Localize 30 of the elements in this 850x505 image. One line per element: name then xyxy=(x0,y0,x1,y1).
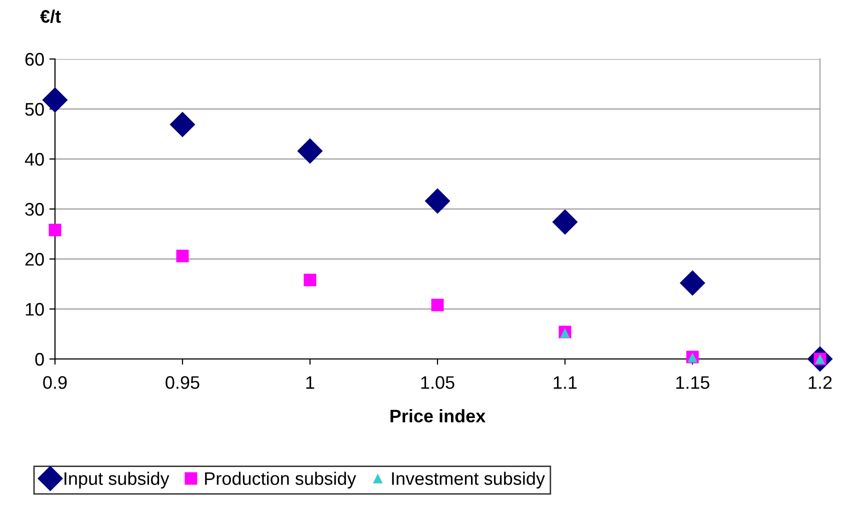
x-tick-label: 1.1 xyxy=(554,376,577,389)
x-axis-title: Price index xyxy=(390,409,486,422)
point xyxy=(680,270,706,296)
legend-label: Production subsidy xyxy=(205,472,356,489)
x-tick-label: 0.95 xyxy=(166,376,200,389)
x-tick-label: 1 xyxy=(306,376,314,389)
y-axis-title: €/t xyxy=(40,10,61,24)
point xyxy=(304,274,316,286)
legend-label: Investment subsidy xyxy=(392,472,545,489)
x-tick-label: 1.05 xyxy=(421,376,454,389)
legend-label: Input subsidy xyxy=(64,472,170,489)
y-tick-label: 60 xyxy=(25,52,44,66)
point xyxy=(42,87,68,113)
point xyxy=(552,209,578,235)
y-tick-label: 40 xyxy=(24,152,44,166)
x-tick-label: 1.2 xyxy=(808,376,832,389)
y-tick-label: 20 xyxy=(25,252,44,266)
x-tick-label: 1.15 xyxy=(676,376,710,389)
point xyxy=(48,224,62,236)
point xyxy=(424,188,450,214)
point xyxy=(176,250,189,262)
point xyxy=(297,138,323,164)
point xyxy=(560,328,570,338)
y-tick-label: 30 xyxy=(25,202,44,216)
point xyxy=(431,298,444,312)
x-tick-label: 0.9 xyxy=(43,376,67,389)
y-tick-label: 50 xyxy=(25,102,44,116)
point xyxy=(170,112,196,138)
y-tick-label: 10 xyxy=(26,302,44,316)
y-tick-label: 0 xyxy=(35,352,44,366)
